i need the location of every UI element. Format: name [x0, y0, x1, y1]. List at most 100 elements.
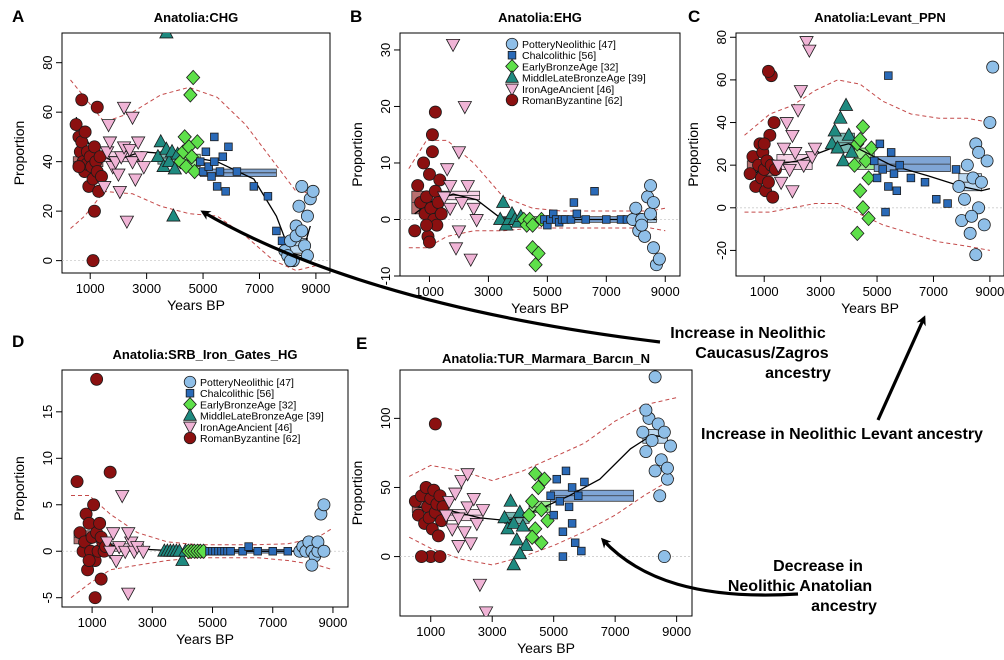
point-PotteryNeolithic — [657, 425, 671, 439]
point-Chalcolithic — [884, 182, 893, 191]
point-IronAgeAncient — [451, 512, 466, 526]
point-RomanByzantine — [425, 145, 439, 159]
point-Chalcolithic — [215, 167, 225, 176]
plot-frame-E — [399, 369, 693, 617]
point-PotteryNeolithic — [629, 201, 643, 215]
point-RomanByzantine — [75, 93, 89, 107]
y-tick-label: 60 — [714, 73, 729, 87]
point-Chalcolithic — [920, 177, 930, 187]
y-axis-label-C: Proportion — [685, 122, 701, 187]
point-EarlyBronzeAge — [852, 131, 868, 148]
point-RomanByzantine — [103, 465, 117, 479]
y-tick-label: 20 — [40, 204, 55, 218]
y-tick-label: 20 — [378, 99, 393, 113]
point-IronAgeAncient — [120, 527, 136, 541]
point-IronAgeAncient — [445, 38, 461, 53]
x-tick-label: 3000 — [806, 284, 835, 299]
point-Chalcolithic — [201, 147, 211, 156]
point-PotteryNeolithic — [644, 207, 657, 221]
legend-label-RomanByzantine: RomanByzantine [62] — [522, 95, 622, 107]
y-tick-label: 80 — [40, 55, 55, 69]
point-IronAgeAncient — [796, 159, 811, 174]
point-Chalcolithic — [204, 162, 213, 171]
point-Chalcolithic — [558, 527, 568, 536]
point-RomanByzantine — [90, 372, 104, 386]
point-EarlyBronzeAge — [177, 129, 192, 145]
panel-label-C: C — [688, 7, 700, 26]
x-tick-label: 5000 — [863, 284, 892, 299]
x-tick-label: 7000 — [601, 624, 630, 639]
x-tick-label: 1000 — [415, 284, 444, 299]
point-Chalcolithic — [221, 187, 230, 196]
point-Chalcolithic — [268, 547, 277, 556]
y-tick-label: 80 — [714, 30, 729, 44]
point-RomanByzantine — [82, 554, 96, 567]
point-EarlyBronzeAge — [190, 134, 205, 150]
point-IronAgeAncient — [436, 191, 452, 205]
point-MiddleLateBronzeAge — [841, 127, 857, 141]
point-PotteryNeolithic — [972, 145, 986, 159]
x-axis-label-D: Years BP — [176, 631, 234, 647]
legend-marker-IronAgeAncient — [505, 83, 519, 97]
x-tick-label: 5000 — [189, 281, 218, 296]
panel-title-B: Anatolia:EHG — [498, 10, 582, 25]
point-Chalcolithic — [570, 538, 580, 547]
x-tick-label: 5000 — [539, 624, 568, 639]
panel-title-A: Anatolia:CHG — [154, 10, 239, 25]
legend-label-PotteryNeolithic: PotteryNeolithic [47] — [522, 39, 616, 51]
plot-frame-A — [61, 32, 331, 274]
point-IronAgeAncient — [799, 36, 814, 50]
x-tick-label: 5000 — [533, 284, 562, 299]
legend-B: PotteryNeolithic [47]Chalcolithic [56]Ea… — [505, 37, 646, 107]
point-EarlyBronzeAge — [855, 200, 871, 216]
point-RomanByzantine — [90, 100, 104, 114]
x-axis-label-B: Years BP — [511, 300, 569, 316]
point-IronAgeAncient — [136, 545, 151, 560]
x-tick-label: 7000 — [919, 284, 948, 299]
y-tick-label: 0 — [40, 548, 55, 555]
panel-B: B Anatolia:EHG 1000 3000 5000 7000 9000 Years B… — [349, 7, 681, 316]
arrow-caucasus — [200, 210, 661, 344]
point-Chalcolithic — [561, 466, 571, 476]
point-PotteryNeolithic — [660, 472, 674, 486]
point-IronAgeAncient — [460, 180, 476, 194]
point-IronAgeAncient — [463, 537, 478, 551]
x-tick-label: 9000 — [318, 615, 347, 630]
y-tick-label: 0 — [378, 216, 393, 223]
panel-label-A: A — [12, 7, 24, 26]
point-RomanByzantine — [415, 550, 428, 564]
point-MiddleLateBronzeAge — [827, 123, 843, 137]
point-Chalcolithic — [567, 483, 577, 492]
x-tick-label: 7000 — [592, 284, 621, 299]
point-EarlyBronzeAge — [531, 479, 546, 496]
point-EarlyBronzeAge — [528, 465, 543, 482]
point-PotteryNeolithic — [311, 535, 325, 549]
point-RomanByzantine — [70, 475, 84, 488]
point-RomanByzantine — [408, 224, 422, 238]
point-Chalcolithic — [212, 182, 222, 191]
point-Chalcolithic — [558, 552, 568, 561]
point-IronAgeAncient — [779, 117, 795, 131]
point-EarlyBronzeAge — [861, 210, 876, 227]
point-RomanByzantine — [431, 529, 445, 543]
point-MiddleLateBronzeAge — [512, 545, 528, 560]
y-tick-label: 10 — [378, 156, 393, 170]
point-PotteryNeolithic — [974, 175, 988, 189]
point-RomanByzantine — [93, 516, 107, 530]
point-IronAgeAncient — [785, 129, 800, 144]
panel-D: D Anatolia:SRB_Iron_Gates_HG 1000 3000 5000 7… — [11, 332, 349, 647]
point-IronAgeAncient — [113, 151, 129, 165]
point-MiddleLateBronzeAge — [153, 133, 169, 148]
point-RomanByzantine — [761, 64, 775, 78]
point-Chalcolithic — [580, 477, 589, 487]
point-Chalcolithic — [886, 148, 896, 157]
point-MiddleLateBronzeAge — [844, 144, 859, 158]
annotation-caucasus-line-1: Increase in Neolithic — [670, 325, 826, 342]
point-Chalcolithic — [546, 491, 555, 500]
point-IronAgeAncient — [112, 186, 128, 200]
point-RomanByzantine — [423, 235, 436, 249]
point-RomanByzantine — [743, 167, 757, 181]
upper-envelope-A — [70, 79, 316, 195]
point-RomanByzantine — [423, 167, 436, 181]
